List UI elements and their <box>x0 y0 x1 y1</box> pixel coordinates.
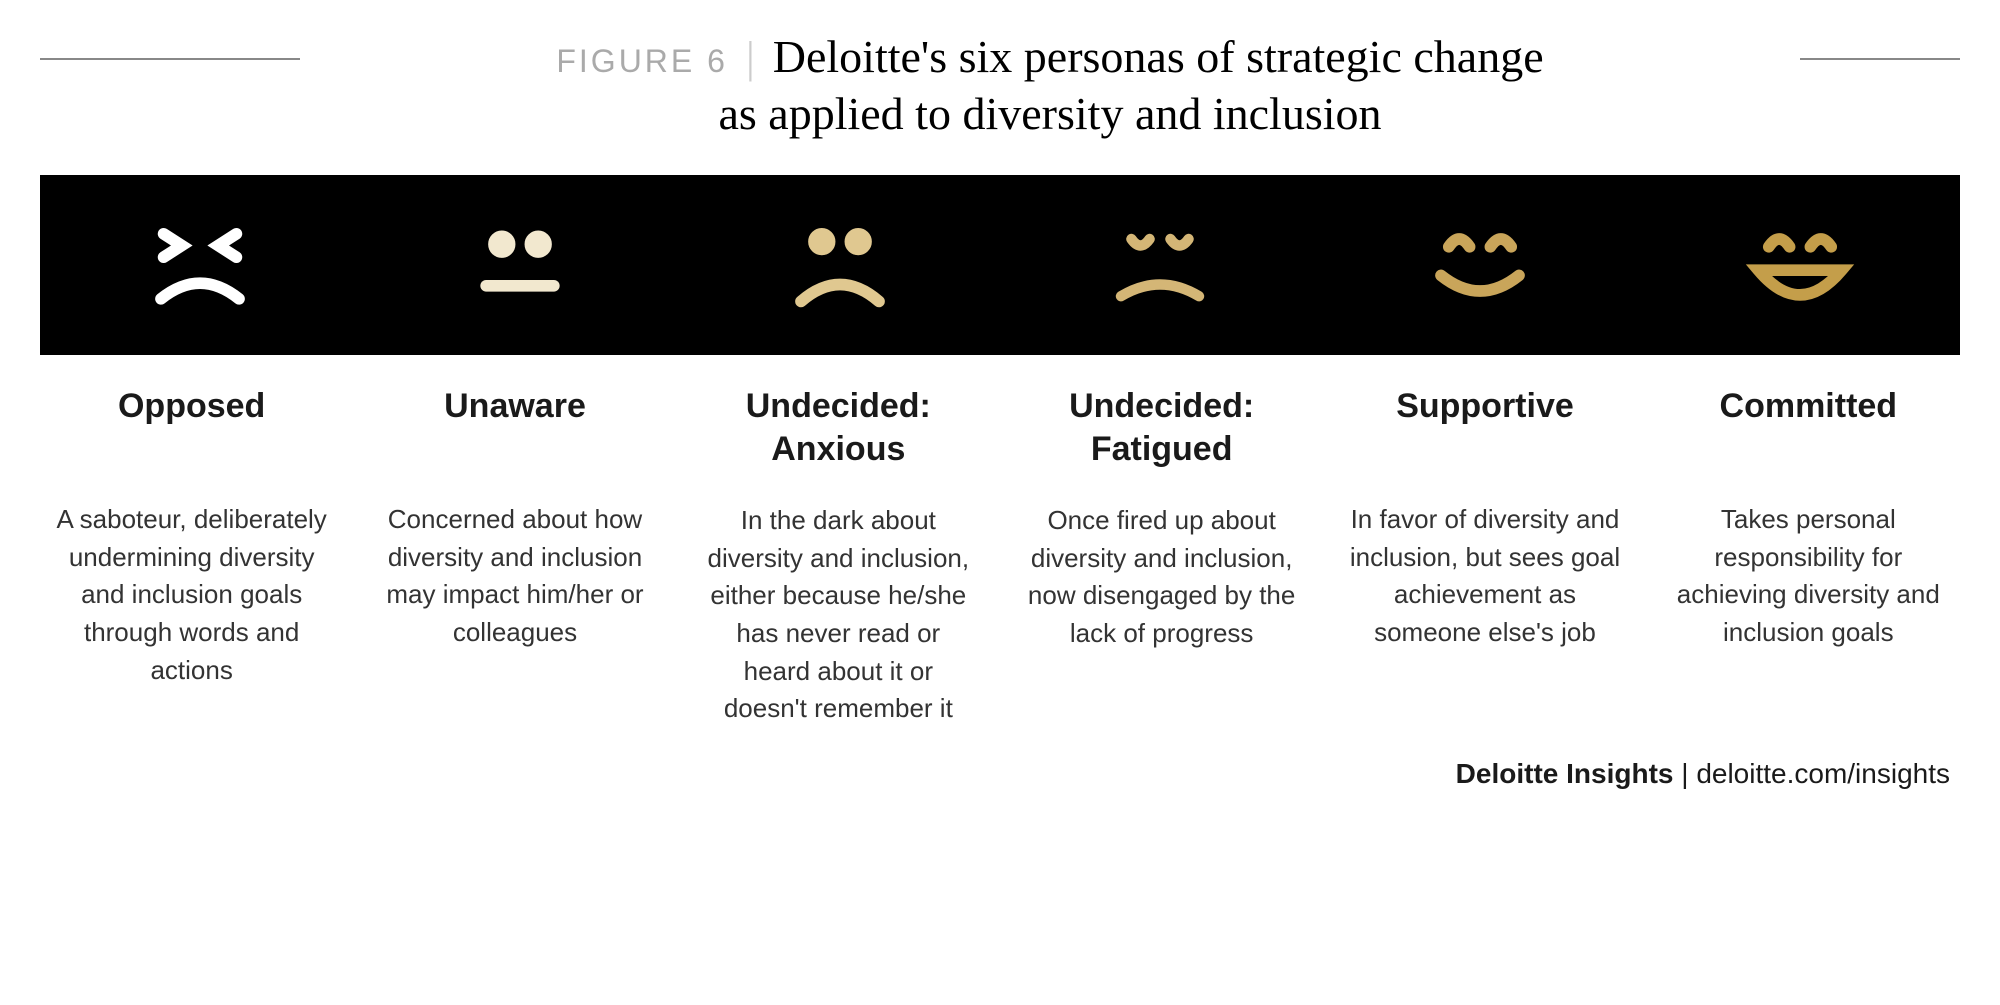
persona-unaware: Unaware Concerned about how diversity an… <box>363 385 666 728</box>
icon-anxious <box>680 200 1000 330</box>
persona-opposed: Opposed A saboteur, deliberately undermi… <box>40 385 343 728</box>
footer-url: deloitte.com/insights <box>1696 758 1950 789</box>
icon-committed <box>1640 200 1960 330</box>
main-title-line1: Deloitte's six personas of strategic cha… <box>773 30 1544 83</box>
persona-title: Supportive <box>1349 385 1620 469</box>
face-anxious-icon <box>775 200 905 330</box>
title-row: FIGURE 6 | Deloitte's six personas of st… <box>556 30 1543 83</box>
footer-separator: | <box>1673 758 1696 789</box>
persona-desc: A saboteur, deliberately undermining div… <box>56 501 327 689</box>
face-committed-icon <box>1735 200 1865 330</box>
header-rule-right <box>1800 58 1960 60</box>
persona-desc: In the dark about diversity and inclusio… <box>703 502 974 728</box>
persona-committed: Committed Takes personal responsibility … <box>1657 385 1960 728</box>
main-title-line2: as applied to diversity and inclusion <box>718 87 1381 140</box>
icon-supportive <box>1320 200 1640 330</box>
persona-title: Undecided: Fatigued <box>1026 385 1297 470</box>
face-fatigued-icon <box>1095 200 1225 330</box>
icon-band <box>40 175 1960 355</box>
persona-desc: In favor of diversity and inclusion, but… <box>1349 501 1620 652</box>
figure-header: FIGURE 6 | Deloitte's six personas of st… <box>40 30 1960 140</box>
persona-desc: Concerned about how diversity and inclus… <box>379 501 650 652</box>
icon-fatigued <box>1000 200 1320 330</box>
face-unaware-icon <box>455 200 585 330</box>
persona-title: Committed <box>1673 385 1944 469</box>
footer-attribution: Deloitte Insights | deloitte.com/insight… <box>40 758 1960 790</box>
persona-desc: Takes personal responsibility for achiev… <box>1673 501 1944 652</box>
persona-title: Unaware <box>379 385 650 469</box>
persona-title: Opposed <box>56 385 327 469</box>
persona-fatigued: Undecided: Fatigued Once fired up about … <box>1010 385 1313 728</box>
title-separator: | <box>746 32 755 83</box>
header-text-block: FIGURE 6 | Deloitte's six personas of st… <box>320 30 1780 140</box>
footer-brand: Deloitte Insights <box>1456 758 1674 789</box>
icon-unaware <box>360 200 680 330</box>
persona-title: Undecided: Anxious <box>703 385 974 470</box>
persona-anxious: Undecided: Anxious In the dark about div… <box>687 385 990 728</box>
header-rule-left <box>40 58 300 60</box>
face-opposed-icon <box>135 200 265 330</box>
face-supportive-icon <box>1415 200 1545 330</box>
persona-supportive: Supportive In favor of diversity and inc… <box>1333 385 1636 728</box>
personas-row: Opposed A saboteur, deliberately undermi… <box>40 385 1960 728</box>
persona-desc: Once fired up about diversity and inclus… <box>1026 502 1297 653</box>
icon-opposed <box>40 200 360 330</box>
figure-label: FIGURE 6 <box>556 43 728 80</box>
